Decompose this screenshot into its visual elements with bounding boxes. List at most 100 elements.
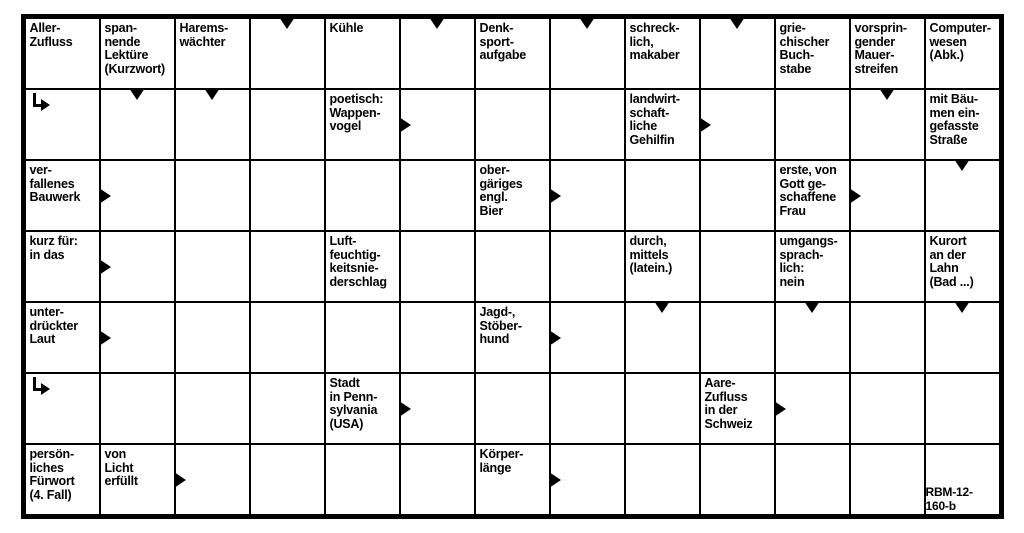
clue-text: grie- chischer Buch- stabe: [776, 19, 849, 79]
answer-cell[interactable]: [400, 444, 475, 515]
answer-cell[interactable]: [625, 373, 700, 444]
answer-cell[interactable]: [925, 302, 1000, 373]
clue-cell: umgangs- sprach- lich: nein: [775, 231, 850, 302]
answer-cell[interactable]: [550, 89, 625, 160]
answer-cell[interactable]: [175, 160, 250, 231]
answer-cell[interactable]: [775, 89, 850, 160]
answer-cell[interactable]: [850, 89, 925, 160]
answer-cell[interactable]: [925, 373, 1000, 444]
answer-cell[interactable]: [775, 373, 850, 444]
puzzle-id-label: RBM-12-160-b: [926, 485, 995, 513]
answer-cell[interactable]: [475, 373, 550, 444]
answer-cell[interactable]: [625, 302, 700, 373]
clue-cell: ver- fallenes Bauwerk: [25, 160, 100, 231]
answer-cell[interactable]: [700, 18, 775, 89]
answer-cell[interactable]: [175, 302, 250, 373]
answer-cell[interactable]: [250, 444, 325, 515]
clue-text: Körper- länge: [476, 445, 549, 478]
answer-cell[interactable]: [100, 231, 175, 302]
answer-cell[interactable]: [625, 160, 700, 231]
answer-cell[interactable]: [175, 231, 250, 302]
answer-cell[interactable]: [550, 160, 625, 231]
answer-cell[interactable]: [400, 160, 475, 231]
answer-cell[interactable]: [850, 444, 925, 515]
answer-cell[interactable]: [100, 373, 175, 444]
answer-cell[interactable]: [250, 160, 325, 231]
clue-cell: Aare- Zufluss in der Schweiz: [700, 373, 775, 444]
clue-cell: landwirt- schaft- liche Gehilfin: [625, 89, 700, 160]
clue-text: Computer- wesen (Abk.): [926, 19, 999, 66]
answer-cell[interactable]: [850, 373, 925, 444]
arrow-right-icon: [549, 188, 561, 204]
answer-cell[interactable]: [325, 160, 400, 231]
answer-cell[interactable]: [700, 89, 775, 160]
answer-cell[interactable]: [325, 444, 400, 515]
clue-text: mit Bäu- men ein- gefasste Straße: [926, 90, 999, 150]
answer-cell[interactable]: [850, 302, 925, 373]
answer-cell[interactable]: [250, 231, 325, 302]
answer-cell[interactable]: [100, 302, 175, 373]
answer-cell[interactable]: [625, 444, 700, 515]
answer-cell[interactable]: [400, 373, 475, 444]
clue-text: Aller- Zufluss: [26, 19, 99, 52]
answer-cell[interactable]: [475, 89, 550, 160]
clue-text: poetisch: Wappen- vogel: [326, 90, 399, 137]
answer-cell[interactable]: [775, 302, 850, 373]
clue-cell: von Licht erfüllt: [100, 444, 175, 515]
answer-cell[interactable]: [25, 89, 100, 160]
answer-cell[interactable]: [325, 302, 400, 373]
clue-text: span- nende Lektüre (Kurzwort): [101, 19, 174, 79]
answer-cell[interactable]: [250, 302, 325, 373]
answer-cell[interactable]: [475, 231, 550, 302]
answer-cell[interactable]: [850, 160, 925, 231]
answer-cell[interactable]: [700, 231, 775, 302]
arrow-down-icon: [654, 301, 670, 313]
arrow-down-icon: [204, 88, 220, 100]
answer-cell[interactable]: RBM-12-160-b: [925, 444, 1000, 515]
clue-cell: schreck- lich, makaber: [625, 18, 700, 89]
clue-text: kurz für: in das: [26, 232, 99, 265]
answer-cell[interactable]: [175, 373, 250, 444]
arrow-down-icon: [954, 159, 970, 171]
clue-cell: Denk- sport- aufgabe: [475, 18, 550, 89]
answer-cell[interactable]: [550, 18, 625, 89]
clue-cell: persön- liches Fürwort (4. Fall): [25, 444, 100, 515]
clue-cell: Computer- wesen (Abk.): [925, 18, 1000, 89]
clue-cell: Jagd-, Stöber- hund: [475, 302, 550, 373]
answer-cell[interactable]: [850, 231, 925, 302]
clue-cell: poetisch: Wappen- vogel: [325, 89, 400, 160]
arrow-right-icon: [99, 188, 111, 204]
answer-cell[interactable]: [25, 373, 100, 444]
clue-text: Kurort an der Lahn (Bad ...): [926, 232, 999, 292]
answer-cell[interactable]: [250, 89, 325, 160]
arrow-down-icon: [129, 88, 145, 100]
clue-cell: Kühle: [325, 18, 400, 89]
answer-cell[interactable]: [250, 18, 325, 89]
answer-cell[interactable]: [175, 444, 250, 515]
answer-cell[interactable]: [100, 89, 175, 160]
answer-cell[interactable]: [175, 89, 250, 160]
answer-cell[interactable]: [250, 373, 325, 444]
answer-cell[interactable]: [925, 160, 1000, 231]
answer-cell[interactable]: [550, 302, 625, 373]
clue-text: schreck- lich, makaber: [626, 19, 699, 66]
answer-cell[interactable]: [700, 302, 775, 373]
arrow-right-icon: [849, 188, 861, 204]
answer-cell[interactable]: [400, 18, 475, 89]
clue-text: ober- gäriges engl. Bier: [476, 161, 549, 221]
answer-cell[interactable]: [700, 444, 775, 515]
answer-cell[interactable]: [400, 231, 475, 302]
answer-cell[interactable]: [550, 231, 625, 302]
arrow-right-icon: [549, 472, 561, 488]
clue-text: Harems- wächter: [176, 19, 249, 52]
answer-cell[interactable]: [550, 373, 625, 444]
crossword-grid: Aller- Zuflussspan- nende Lektüre (Kurzw…: [21, 14, 1004, 519]
answer-cell[interactable]: [400, 302, 475, 373]
answer-cell[interactable]: [400, 89, 475, 160]
answer-cell[interactable]: [775, 444, 850, 515]
clue-text: Stadt in Penn- sylvania (USA): [326, 374, 399, 434]
answer-cell[interactable]: [100, 160, 175, 231]
answer-cell[interactable]: [550, 444, 625, 515]
arrow-down-icon: [804, 301, 820, 313]
answer-cell[interactable]: [700, 160, 775, 231]
